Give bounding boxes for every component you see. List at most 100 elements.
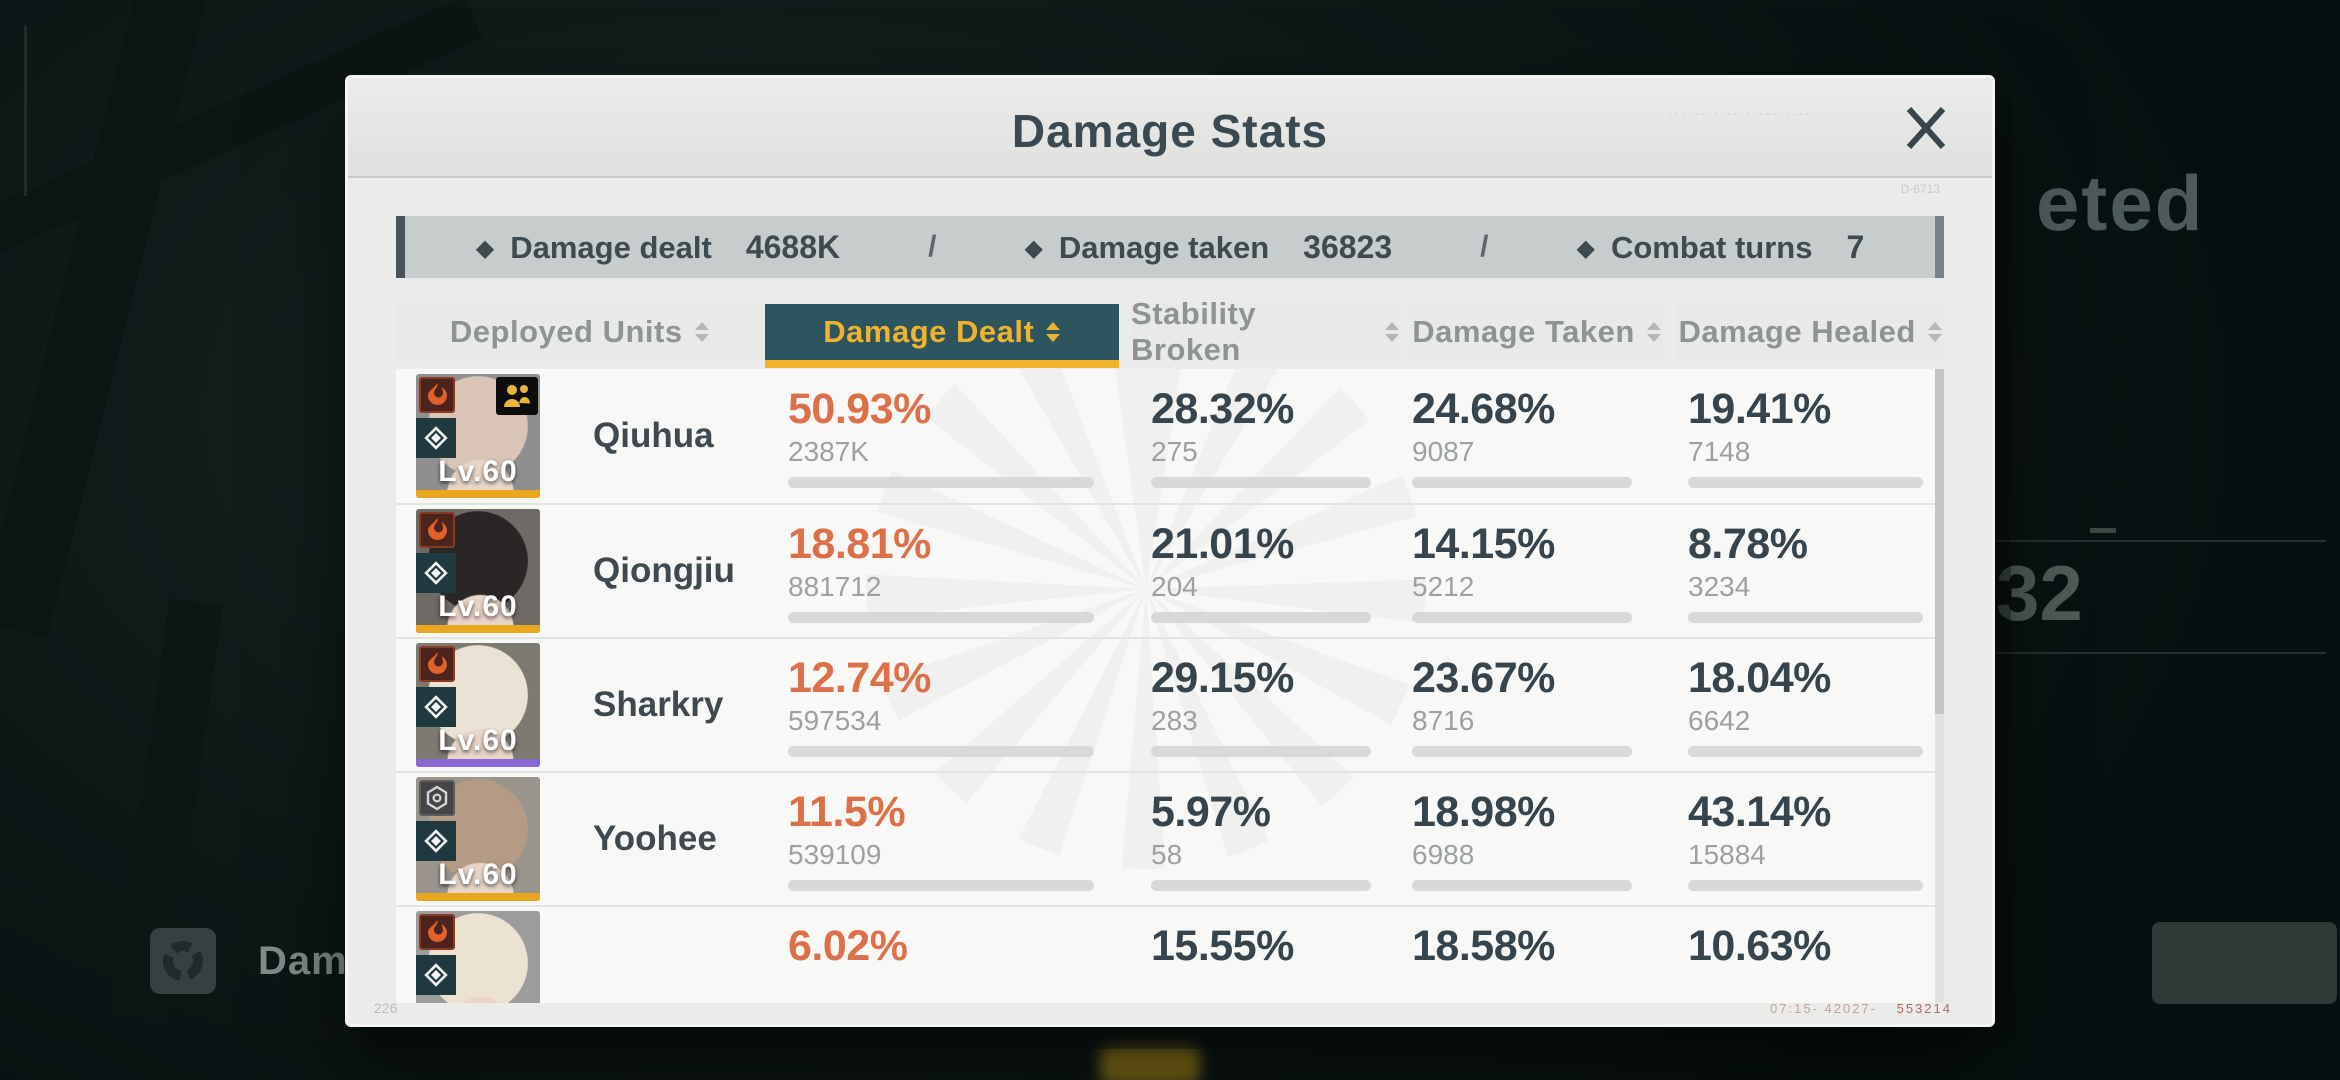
scrollbar-thumb[interactable]	[1935, 369, 1944, 714]
character-row[interactable]: Lv.60 Qiuhua 50.93% 2387K 28.32% 275 24.…	[396, 369, 1944, 503]
tab-label: Damage Dealt	[823, 314, 1035, 349]
stat-percent: 50.93%	[788, 384, 931, 433]
stat-value: 58	[1151, 838, 1183, 870]
footer-uid-watermark: 07:15- 42027- 553214	[1770, 1001, 1952, 1016]
stat-percent: 29.15%	[1151, 653, 1294, 702]
stat-percent: 18.98%	[1412, 787, 1555, 836]
stat-bar-track	[1412, 476, 1632, 488]
dialog-footer: 226 07:15- 42027- 553214	[348, 992, 1992, 1018]
stat-percent: 23.67%	[1412, 653, 1555, 702]
stat-bar-track	[1151, 879, 1371, 891]
diamond-icon: ◆	[475, 234, 495, 262]
dialog-title: Damage Stats	[1011, 105, 1329, 157]
stat-percent: 10.63%	[1688, 921, 1831, 970]
pie-ring-icon	[150, 928, 216, 994]
stat-percent: 24.68%	[1412, 384, 1555, 433]
summary-separator: /	[1480, 230, 1489, 263]
stat-cell: 18.81% 881712	[788, 520, 1151, 623]
footer-page-code: 226	[374, 1000, 398, 1016]
character-row[interactable]: Lv.60 Yoohee 11.5% 539109 5.97% 58 18.98…	[396, 771, 1944, 905]
tab-damage-dealt[interactable]: Damage Dealt	[764, 304, 1120, 368]
summary-endcap	[1935, 216, 1944, 278]
level-label: Lv.60	[438, 455, 518, 488]
stat-value: 539109	[788, 838, 882, 870]
stat-value: 5212	[1412, 570, 1475, 602]
stat-percent: 18.81%	[788, 519, 931, 568]
background-divider	[1996, 652, 2326, 654]
sort-icon	[694, 322, 709, 342]
stat-cell: 24.68% 9087	[1412, 385, 1688, 488]
summary-item: ◆ Damage dealt 4688K	[476, 229, 840, 266]
stat-cell: 28.32% 275	[1151, 385, 1412, 488]
stat-cell: 8.78% 3234	[1688, 520, 1928, 623]
tab-deployed-units[interactable]: Deployed Units	[396, 304, 763, 360]
dialog-header: Damage Stats --- ---- -- ----- ---- D-67…	[348, 78, 1992, 196]
stat-value: 3234	[1688, 570, 1751, 602]
stat-cell: 50.93% 2387K	[788, 385, 1151, 488]
stat-bar-track	[788, 745, 1094, 757]
stat-bar-track	[1688, 745, 1923, 757]
class-emblem-icon	[416, 687, 456, 727]
character-row[interactable]: 6.02% 15.55% 18.58% 10.63%	[396, 905, 1944, 1003]
stat-percent: 18.58%	[1412, 921, 1555, 970]
row-stats: 12.74% 597534 29.15% 283 23.67% 8716 18.…	[788, 654, 1928, 757]
summary-label: Damage dealt	[510, 229, 712, 265]
tab-label: Damage Taken	[1412, 314, 1635, 349]
diamond-icon: ◆	[1024, 234, 1043, 262]
fire-element-icon	[419, 377, 455, 413]
summary-endcap	[396, 216, 405, 278]
character-name: Qiongjiu	[593, 551, 735, 590]
scrollbar[interactable]	[1935, 369, 1944, 1003]
physical-element-icon	[419, 780, 455, 816]
summary-separator: /	[928, 230, 937, 263]
tab-label: Stability Broken	[1131, 296, 1257, 367]
watermark-code: D-6713	[1900, 182, 1940, 196]
background-corner-button[interactable]	[2152, 922, 2337, 1004]
stat-bar-track	[788, 879, 1094, 891]
background-completed-text: eted	[2036, 159, 2205, 247]
stat-bar-track	[1412, 745, 1632, 757]
tab-stability-broken[interactable]: Stability Broken	[1131, 296, 1399, 367]
summary-value: 4688K	[745, 228, 841, 265]
row-stats: 18.81% 881712 21.01% 204 14.15% 5212 8.7…	[788, 520, 1928, 623]
level-label: Lv.60	[438, 590, 518, 623]
stat-cell: 15.55%	[1151, 922, 1412, 1004]
background-partial-number: 32	[1996, 549, 2083, 637]
stat-value: 283	[1151, 704, 1198, 736]
character-row[interactable]: Lv.60 Sharkry 12.74% 597534 29.15% 283 2…	[396, 637, 1944, 771]
tab-damage-taken[interactable]: Damage Taken	[1408, 304, 1665, 360]
level-label: Lv.60	[438, 724, 518, 757]
stat-cell: 11.5% 539109	[788, 788, 1151, 891]
fire-element-icon	[419, 512, 455, 548]
class-emblem-icon	[416, 955, 456, 995]
stat-cell: 43.14% 15884	[1688, 788, 1928, 891]
close-button[interactable]	[1898, 100, 1954, 156]
stat-cell: 23.67% 8716	[1412, 654, 1688, 757]
stat-percent: 12.74%	[788, 653, 931, 702]
table-rows: Lv.60 Qiuhua 50.93% 2387K 28.32% 275 24.…	[396, 369, 1944, 1003]
stats-table: Lv.60 Qiuhua 50.93% 2387K 28.32% 275 24.…	[396, 369, 1944, 1003]
row-stats: 6.02% 15.55% 18.58% 10.63%	[788, 922, 1928, 1004]
character-name: Qiuhua	[593, 416, 714, 455]
tab-damage-healed[interactable]: Damage Healed	[1676, 304, 1944, 360]
summary-item: ◆ Damage taken 36823	[1024, 229, 1392, 266]
background-dash	[2090, 528, 2116, 533]
stat-cell: 14.15% 5212	[1412, 520, 1688, 623]
stat-bar-track	[788, 611, 1094, 623]
stat-value: 275	[1151, 435, 1198, 467]
stat-bar-track	[1412, 611, 1632, 623]
character-row[interactable]: Lv.60 Qiongjiu 18.81% 881712 21.01% 204 …	[396, 503, 1944, 637]
character-avatar: Lv.60	[416, 643, 540, 767]
character-name: Sharkry	[593, 685, 724, 724]
stat-cell: 18.04% 6642	[1688, 654, 1928, 757]
stat-cell: 19.41% 7148	[1688, 385, 1928, 488]
character-avatar: Lv.60	[416, 777, 540, 901]
leader-team-icon	[496, 377, 538, 415]
tab-bar: Deployed Units Damage Dealt Stability Br…	[396, 296, 1944, 368]
summary-label: Combat turns	[1610, 229, 1813, 265]
rarity-bar	[416, 893, 540, 901]
battle-summary-bar: ◆ Damage dealt 4688K / ◆ Damage taken 36…	[396, 216, 1944, 278]
tab-label: Deployed Units	[449, 314, 683, 349]
summary-label: Damage taken	[1058, 229, 1270, 265]
stat-cell: 6.02%	[788, 922, 1151, 1004]
